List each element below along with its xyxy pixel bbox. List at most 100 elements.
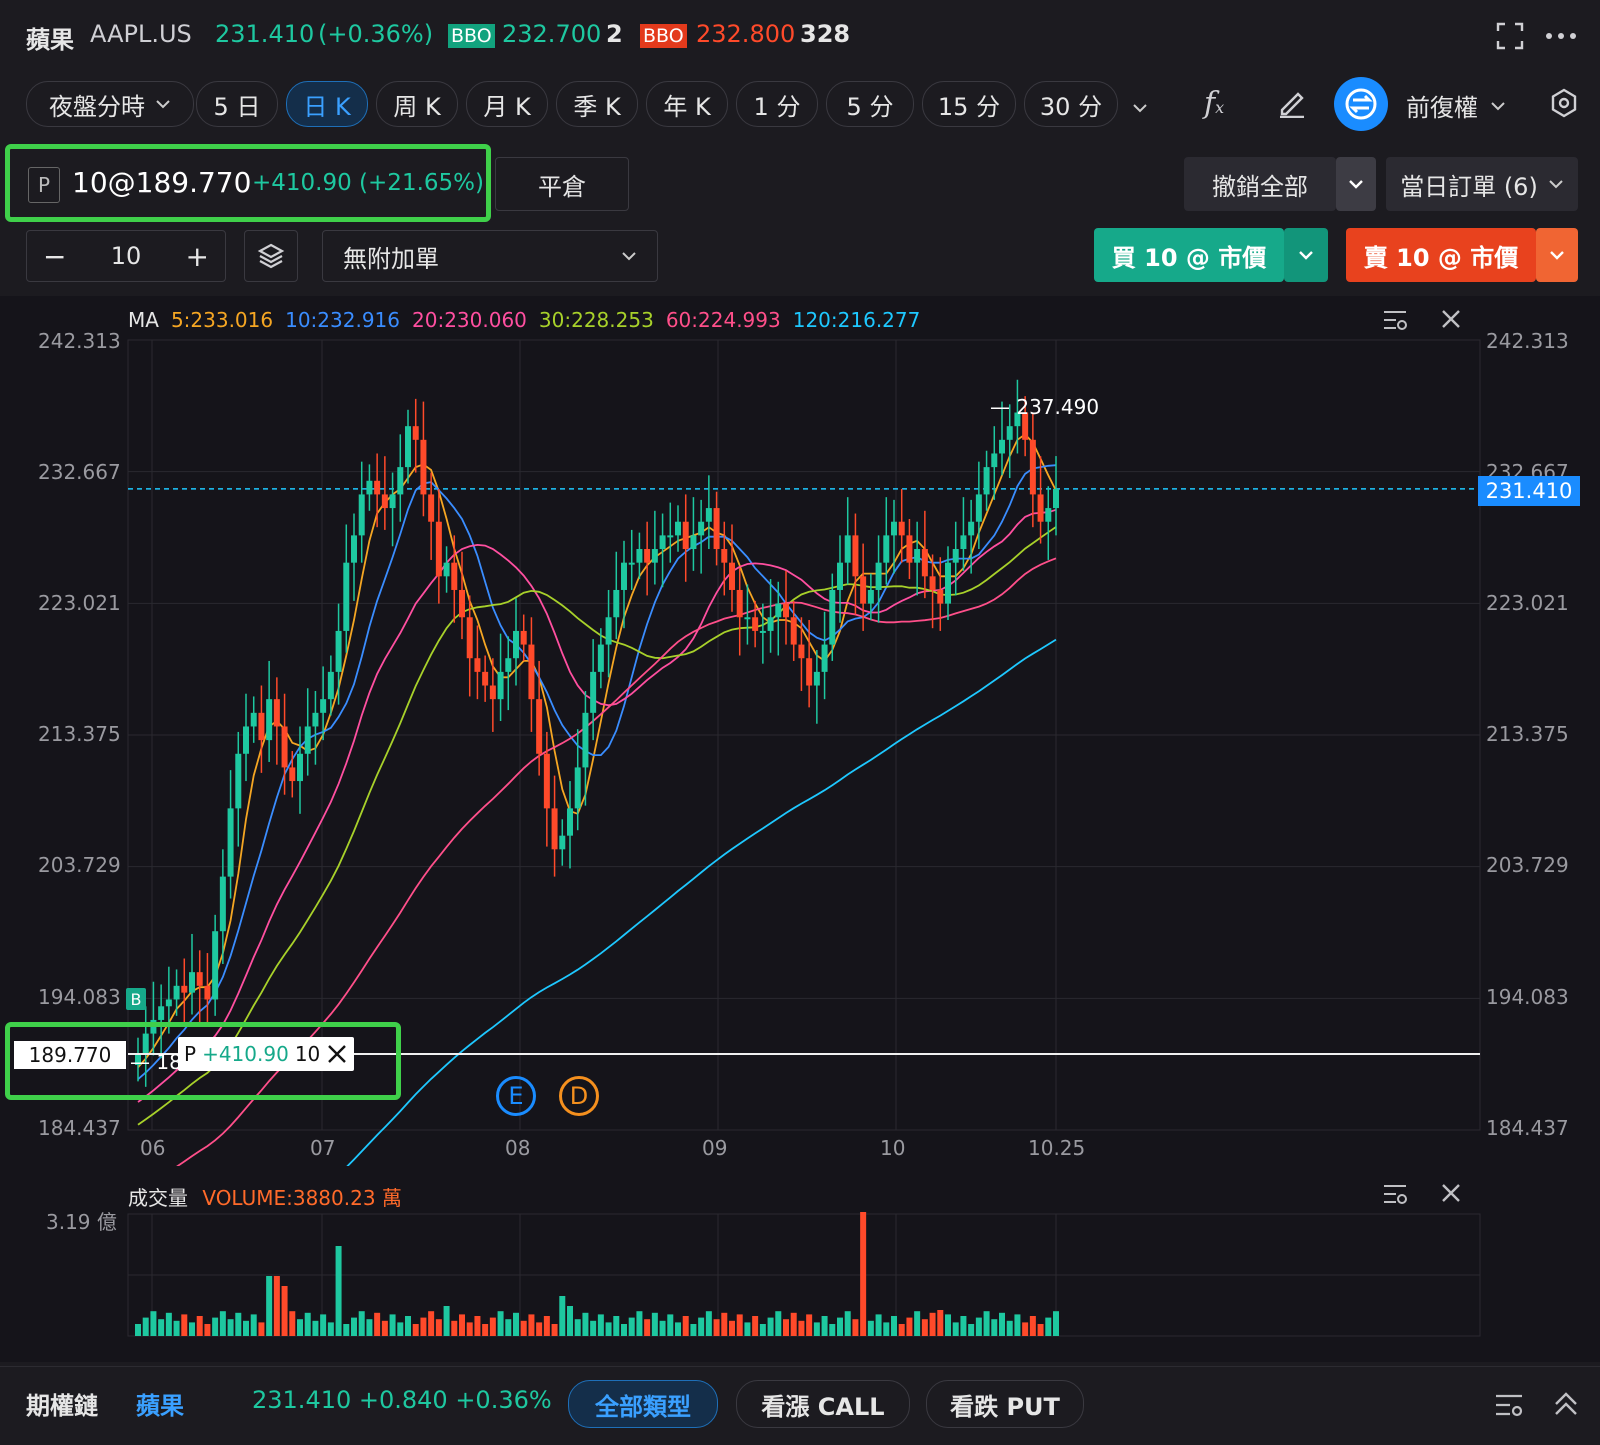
candle-body	[343, 562, 350, 631]
pencil-icon[interactable]	[1276, 88, 1306, 122]
volume-bar	[644, 1319, 651, 1336]
current-price-tag: 231.410	[1478, 476, 1580, 506]
tab-yearly-k[interactable]: 年 K	[646, 81, 728, 127]
close-icon[interactable]	[1440, 308, 1462, 334]
filter-settings-icon[interactable]	[1494, 1392, 1524, 1422]
attach-order-label: 無附加單	[343, 244, 439, 273]
tab-daily-k[interactable]: 日 K	[286, 81, 368, 127]
volume-bar	[358, 1311, 365, 1336]
tab-30min[interactable]: 30 分	[1024, 81, 1118, 127]
x-tick: 10	[880, 1136, 906, 1160]
tab-monthly-k[interactable]: 月 K	[466, 81, 548, 127]
tab-1min[interactable]: 1 分	[736, 81, 818, 127]
candle-body	[721, 549, 728, 563]
candle-body	[420, 439, 427, 495]
sell-market-button[interactable]: 賣 10 @ 市價	[1346, 228, 1536, 282]
candle-body	[327, 671, 334, 700]
volume-bar	[505, 1319, 512, 1336]
chevron-up-icon[interactable]	[1552, 1390, 1580, 1422]
volume-bar	[536, 1322, 543, 1336]
today-orders-button[interactable]: 當日訂單 (6)	[1386, 157, 1578, 211]
sell-dropdown[interactable]	[1536, 228, 1578, 282]
buy-dropdown[interactable]	[1284, 228, 1328, 282]
candle-body	[536, 699, 543, 754]
candle-body	[389, 494, 396, 509]
buy-market-button[interactable]: 買 10 @ 市價	[1094, 228, 1284, 282]
buy-marker: B	[126, 988, 146, 1010]
position-line-label[interactable]: P +410.90 10	[178, 1037, 355, 1071]
expand-icon[interactable]	[1496, 22, 1524, 50]
volume-bar	[304, 1312, 311, 1336]
volume-bar	[389, 1314, 396, 1336]
option-chain-name[interactable]: 蘋果	[136, 1392, 184, 1420]
candle-body	[204, 985, 211, 1000]
tab-5min[interactable]: 5 分	[826, 81, 914, 127]
candle-body	[806, 658, 813, 686]
volume-bar	[759, 1324, 766, 1336]
candle-body	[443, 562, 450, 577]
volume-bar	[451, 1320, 458, 1336]
put-button[interactable]: 看跌 PUT	[926, 1380, 1084, 1428]
indicator-settings-icon[interactable]	[1382, 1182, 1408, 1210]
tab-5day[interactable]: 5 日	[196, 81, 278, 127]
volume-bar	[621, 1324, 627, 1336]
function-icon[interactable]: fx	[1204, 86, 1225, 121]
volume-bar	[235, 1312, 242, 1336]
close-icon[interactable]	[326, 1043, 348, 1065]
candle-body	[775, 603, 782, 618]
candle-body	[659, 535, 666, 550]
volume-bar	[690, 1324, 697, 1336]
candle-body	[312, 712, 319, 727]
price-chart[interactable]	[0, 296, 1600, 1166]
quantity-value[interactable]: 10	[110, 242, 142, 270]
volume-value: VOLUME:3880.23 萬	[202, 1186, 402, 1210]
all-types-button[interactable]: 全部類型	[568, 1380, 718, 1428]
chevron-down-icon	[1349, 180, 1363, 189]
layers-button[interactable]	[244, 230, 298, 282]
candle-body	[1045, 508, 1052, 522]
volume-bar	[574, 1319, 581, 1336]
volume-bar	[528, 1314, 535, 1336]
candle-body	[937, 589, 944, 604]
chevron-down-icon	[1491, 101, 1505, 110]
stock-code: AAPL.US	[90, 20, 192, 48]
tab-quarterly-k[interactable]: 季 K	[556, 81, 638, 127]
volume-bar	[829, 1324, 836, 1336]
volume-bar	[482, 1324, 489, 1336]
candle-body	[212, 931, 219, 1000]
option-chain-title: 期權鏈	[26, 1392, 98, 1420]
compare-icon[interactable]	[1334, 77, 1388, 131]
close-position-button[interactable]: 平倉	[495, 157, 629, 211]
high-marker-value: 237.490	[1016, 395, 1100, 419]
tab-weekly-k[interactable]: 周 K	[376, 81, 458, 127]
cancel-all-button[interactable]: 撤銷全部	[1184, 157, 1336, 211]
candle-body	[975, 494, 982, 522]
volume-bar	[975, 1317, 982, 1336]
candle-body	[752, 617, 759, 631]
earnings-marker[interactable]: E	[496, 1076, 536, 1116]
more-icon[interactable]	[1544, 22, 1578, 50]
minus-button[interactable]: −	[43, 239, 67, 273]
dividend-marker[interactable]: D	[559, 1076, 599, 1116]
indicator-settings-icon[interactable]	[1382, 308, 1408, 336]
candle-body	[860, 576, 867, 604]
adjust-dropdown[interactable]: 前復權	[1406, 88, 1506, 123]
attach-order-select[interactable]: 無附加單	[322, 230, 658, 282]
close-icon[interactable]	[1440, 1182, 1462, 1208]
volume-bar	[150, 1311, 157, 1336]
quantity-stepper[interactable]: − 10 +	[26, 230, 226, 282]
candle-body	[952, 549, 959, 563]
plus-button[interactable]: +	[185, 239, 209, 273]
bbo-ask-price: 232.800	[696, 20, 796, 48]
tab-15min[interactable]: 15 分	[922, 81, 1016, 127]
candle-body	[289, 767, 296, 782]
chevron-down-icon[interactable]	[1132, 98, 1148, 117]
tab-night-session[interactable]: 夜盤分時	[26, 81, 194, 127]
volume-bar	[335, 1246, 342, 1336]
y-tick-right: 203.729	[1486, 853, 1569, 877]
cancel-all-dropdown[interactable]	[1336, 157, 1376, 211]
call-button[interactable]: 看漲 CALL	[736, 1380, 910, 1428]
settings-icon[interactable]	[1549, 88, 1579, 122]
volume-bar	[474, 1316, 481, 1336]
candle-body	[320, 699, 327, 713]
